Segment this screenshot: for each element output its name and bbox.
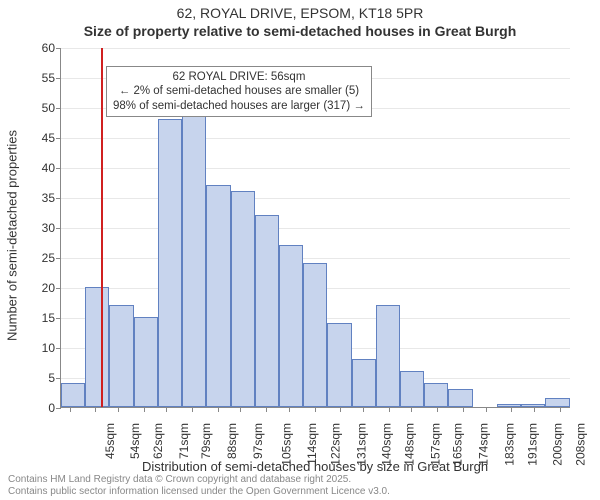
y-tick-label: 45	[27, 131, 55, 145]
plot-area: 05101520253035404550556045sqm54sqm62sqm7…	[60, 48, 570, 408]
x-tick-mark	[266, 407, 267, 412]
annotation-line3: 98% of semi-detached houses are larger (…	[113, 99, 365, 113]
x-tick-mark	[95, 407, 96, 412]
gridline	[61, 258, 570, 259]
y-tick-mark	[56, 408, 61, 409]
y-tick-mark	[56, 198, 61, 199]
histogram-bar	[400, 371, 424, 407]
x-tick-mark	[511, 407, 512, 412]
x-tick-mark	[289, 407, 290, 412]
attribution-text: Contains HM Land Registry data © Crown c…	[8, 474, 390, 498]
y-tick-mark	[56, 48, 61, 49]
x-tick-mark	[389, 407, 390, 412]
x-tick-label: 79sqm	[199, 423, 213, 459]
y-tick-label: 60	[27, 41, 55, 55]
x-tick-mark	[363, 407, 364, 412]
histogram-bar	[303, 263, 327, 407]
x-tick-label: 88sqm	[225, 423, 239, 459]
y-tick-label: 20	[27, 281, 55, 295]
y-axis-label: Number of semi-detached properties	[5, 130, 20, 341]
histogram-bar	[424, 383, 448, 407]
y-tick-mark	[56, 258, 61, 259]
y-tick-label: 0	[27, 401, 55, 415]
highlight-line	[101, 48, 103, 407]
histogram-bar	[327, 323, 351, 407]
x-tick-mark	[192, 407, 193, 412]
annotation-line2: ← 2% of semi-detached houses are smaller…	[113, 84, 365, 98]
chart-title-address: 62, ROYAL DRIVE, EPSOM, KT18 5PR	[0, 5, 600, 21]
x-tick-mark	[463, 407, 464, 412]
y-tick-label: 35	[27, 191, 55, 205]
attribution-line2: Contains public sector information licen…	[8, 486, 390, 498]
x-tick-label: 71sqm	[177, 423, 191, 459]
histogram-bar	[352, 359, 376, 407]
y-tick-label: 25	[27, 251, 55, 265]
y-tick-mark	[56, 138, 61, 139]
x-tick-label: 208sqm	[574, 423, 588, 466]
histogram-bar	[448, 389, 472, 407]
histogram-bar	[279, 245, 303, 407]
x-tick-mark	[70, 407, 71, 412]
x-tick-mark	[118, 407, 119, 412]
gridline	[61, 198, 570, 199]
histogram-bar	[255, 215, 279, 407]
y-tick-mark	[56, 378, 61, 379]
y-tick-mark	[56, 348, 61, 349]
histogram-bar	[206, 185, 230, 407]
y-tick-mark	[56, 288, 61, 289]
histogram-bar	[231, 191, 255, 407]
y-tick-label: 15	[27, 311, 55, 325]
gridline	[61, 138, 570, 139]
y-tick-label: 40	[27, 161, 55, 175]
annotation-box: 62 ROYAL DRIVE: 56sqm ← 2% of semi-detac…	[106, 66, 372, 117]
y-tick-label: 55	[27, 71, 55, 85]
x-tick-label: 54sqm	[128, 423, 142, 459]
histogram-bar	[158, 119, 182, 407]
chart-title-desc: Size of property relative to semi-detach…	[0, 23, 600, 39]
histogram-bar	[376, 305, 400, 407]
gridline	[61, 168, 570, 169]
x-tick-mark	[534, 407, 535, 412]
histogram-bar	[545, 398, 569, 407]
x-tick-mark	[315, 407, 316, 412]
histogram-bar	[61, 383, 85, 407]
x-tick-mark	[144, 407, 145, 412]
y-tick-label: 10	[27, 341, 55, 355]
x-tick-mark	[166, 407, 167, 412]
x-tick-label: 62sqm	[151, 423, 165, 459]
histogram-bar	[182, 113, 206, 407]
histogram-bar	[134, 317, 158, 407]
gridline	[61, 228, 570, 229]
y-tick-label: 50	[27, 101, 55, 115]
y-tick-mark	[56, 228, 61, 229]
histogram-bar	[497, 404, 521, 407]
x-tick-label: 45sqm	[103, 423, 117, 459]
gridline	[61, 48, 570, 49]
x-tick-mark	[437, 407, 438, 412]
y-tick-mark	[56, 108, 61, 109]
attribution-line1: Contains HM Land Registry data © Crown c…	[8, 474, 390, 486]
annotation-line1: 62 ROYAL DRIVE: 56sqm	[113, 70, 365, 84]
histogram-bar	[109, 305, 133, 407]
x-axis-label: Distribution of semi-detached houses by …	[60, 459, 570, 474]
y-tick-mark	[56, 318, 61, 319]
y-tick-mark	[56, 78, 61, 79]
x-tick-label: 97sqm	[251, 423, 265, 459]
y-tick-label: 30	[27, 221, 55, 235]
x-tick-mark	[486, 407, 487, 412]
x-tick-mark	[240, 407, 241, 412]
x-tick-mark	[340, 407, 341, 412]
x-tick-mark	[218, 407, 219, 412]
x-tick-mark	[560, 407, 561, 412]
y-tick-mark	[56, 168, 61, 169]
histogram-bar	[85, 287, 109, 407]
y-tick-label: 5	[27, 371, 55, 385]
x-tick-mark	[411, 407, 412, 412]
